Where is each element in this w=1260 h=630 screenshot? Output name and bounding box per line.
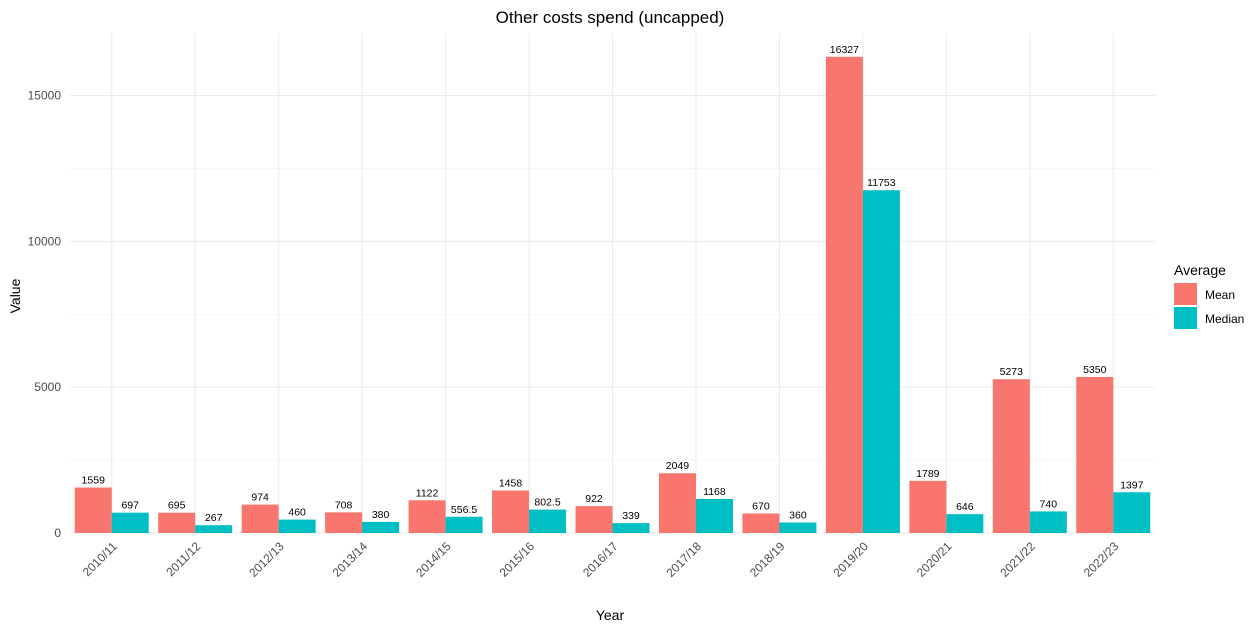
x-tick-label: 2020/21 — [914, 539, 955, 580]
data-label-mean: 2049 — [666, 460, 690, 472]
x-tick-label: 2017/18 — [664, 539, 705, 580]
data-label-median: 646 — [956, 501, 974, 513]
y-tick-label: 5000 — [34, 380, 61, 394]
x-axis-ticks: 2010/11 2011/12 2012/13 2013/14 2014/15 2015/… — [80, 539, 1122, 580]
data-label-mean: 974 — [251, 492, 269, 504]
data-label-mean: 1789 — [916, 468, 940, 480]
bars — [74, 56, 1151, 533]
bar-median — [1113, 492, 1151, 533]
bar-median — [946, 514, 984, 533]
bar-median — [278, 519, 316, 533]
legend-title: Average — [1174, 262, 1226, 278]
bar-median — [862, 190, 900, 533]
y-tick-label: 10000 — [28, 234, 62, 248]
bar-mean — [742, 513, 780, 533]
bar-mean — [408, 500, 446, 533]
x-tick-label: 2021/22 — [997, 539, 1038, 580]
data-label-mean: 1122 — [416, 487, 439, 499]
bar-mean — [825, 56, 863, 533]
x-tick-label: 2013/14 — [330, 539, 371, 580]
bar-mean — [74, 487, 112, 533]
data-label-median: 380 — [372, 509, 390, 521]
bar-mean — [992, 379, 1030, 533]
bar-mean — [492, 490, 530, 533]
x-tick-label: 2015/16 — [497, 539, 538, 580]
data-label-median: 11753 — [867, 177, 896, 189]
legend: Average Mean Median — [1174, 262, 1244, 329]
bar-median — [612, 523, 650, 533]
x-tick-label: 2016/17 — [580, 539, 621, 580]
bar-median — [779, 522, 817, 533]
x-tick-label: 2014/15 — [413, 539, 454, 580]
legend-key-median — [1174, 307, 1197, 329]
y-tick-label: 15000 — [28, 89, 62, 103]
data-label-mean: 695 — [168, 500, 186, 512]
bar-mean — [909, 480, 947, 533]
data-labels: 1559 697 695 267 974 460 708 380 1122 556.5 1458 80… — [82, 44, 1144, 524]
chart-title: Other costs spend (uncapped) — [496, 8, 725, 27]
data-label-median: 1168 — [703, 486, 726, 498]
legend-label-median: Median — [1205, 312, 1244, 326]
data-label-median: 339 — [622, 510, 640, 522]
data-label-mean: 16327 — [830, 44, 859, 56]
x-tick-label: 2022/23 — [1081, 539, 1122, 580]
data-label-mean: 922 — [585, 493, 603, 505]
x-tick-label: 2019/20 — [830, 539, 871, 580]
data-label-mean: 708 — [335, 499, 353, 511]
data-label-median: 556.5 — [451, 504, 477, 516]
bar-median — [111, 512, 149, 533]
bar-median — [695, 498, 733, 533]
data-label-mean: 5273 — [1000, 366, 1024, 378]
bar-mean — [325, 512, 363, 533]
y-axis-ticks: 0 5000 10000 15000 — [28, 89, 62, 541]
data-label-median: 267 — [205, 512, 223, 524]
data-label-median: 360 — [789, 510, 807, 522]
legend-key-mean — [1174, 283, 1197, 305]
bar-mean — [241, 504, 279, 533]
bar-median — [445, 516, 483, 533]
data-label-mean: 670 — [752, 500, 770, 512]
y-tick-label: 0 — [54, 526, 61, 540]
data-label-mean: 5350 — [1083, 364, 1107, 376]
data-label-mean: 1559 — [82, 475, 106, 487]
x-tick-label: 2018/19 — [747, 539, 788, 580]
bar-median — [1029, 511, 1067, 533]
data-label-median: 460 — [288, 507, 306, 519]
legend-label-mean: Mean — [1205, 288, 1235, 302]
x-tick-label: 2011/12 — [163, 539, 203, 579]
x-axis-title: Year — [596, 607, 625, 623]
data-label-median: 740 — [1040, 498, 1058, 510]
bar-mean — [658, 473, 696, 533]
data-label-median: 1397 — [1120, 479, 1144, 491]
bar-mean — [575, 506, 613, 533]
bar-median — [195, 525, 233, 533]
x-tick-label: 2012/13 — [246, 539, 287, 580]
bar-mean — [158, 512, 196, 533]
data-label-mean: 1458 — [499, 477, 523, 489]
data-label-median: 697 — [121, 500, 139, 512]
bar-median — [529, 509, 567, 533]
data-label-median: 802.5 — [534, 497, 560, 509]
x-tick-label: 2010/11 — [80, 539, 120, 579]
bar-median — [362, 521, 400, 533]
grid-lines — [70, 33, 1155, 534]
y-axis-title: Value — [7, 278, 23, 313]
bar-mean — [1076, 376, 1114, 533]
